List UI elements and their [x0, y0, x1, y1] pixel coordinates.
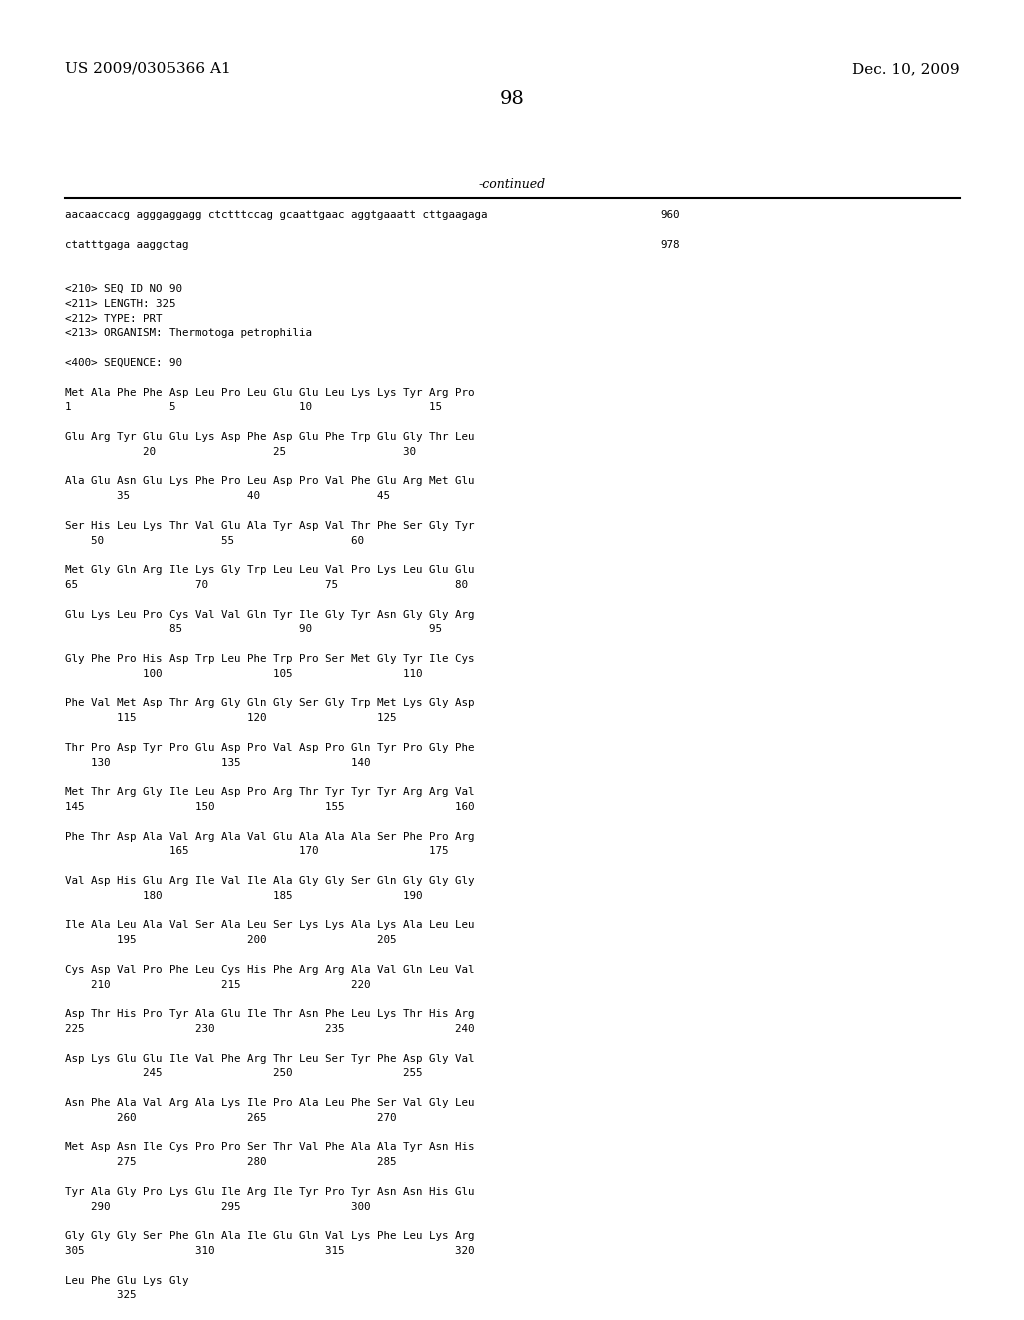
- Text: Met Asp Asn Ile Cys Pro Pro Ser Thr Val Phe Ala Ala Tyr Asn His: Met Asp Asn Ile Cys Pro Pro Ser Thr Val …: [65, 1142, 474, 1152]
- Text: 1               5                   10                  15: 1 5 10 15: [65, 403, 442, 412]
- Text: 225                 230                 235                 240: 225 230 235 240: [65, 1024, 474, 1034]
- Text: Met Gly Gln Arg Ile Lys Gly Trp Leu Leu Val Pro Lys Leu Glu Glu: Met Gly Gln Arg Ile Lys Gly Trp Leu Leu …: [65, 565, 474, 576]
- Text: Met Thr Arg Gly Ile Leu Asp Pro Arg Thr Tyr Tyr Tyr Arg Arg Val: Met Thr Arg Gly Ile Leu Asp Pro Arg Thr …: [65, 787, 474, 797]
- Text: aacaaccacg agggaggagg ctctttccag gcaattgaac aggtgaaatt cttgaagaga: aacaaccacg agggaggagg ctctttccag gcaattg…: [65, 210, 487, 220]
- Text: 20                  25                  30: 20 25 30: [65, 446, 416, 457]
- Text: 960: 960: [660, 210, 680, 220]
- Text: Asp Thr His Pro Tyr Ala Glu Ile Thr Asn Phe Leu Lys Thr His Arg: Asp Thr His Pro Tyr Ala Glu Ile Thr Asn …: [65, 1010, 474, 1019]
- Text: 145                 150                 155                 160: 145 150 155 160: [65, 803, 474, 812]
- Text: Glu Lys Leu Pro Cys Val Val Gln Tyr Ile Gly Tyr Asn Gly Gly Arg: Glu Lys Leu Pro Cys Val Val Gln Tyr Ile …: [65, 610, 474, 619]
- Text: 65                  70                  75                  80: 65 70 75 80: [65, 579, 468, 590]
- Text: US 2009/0305366 A1: US 2009/0305366 A1: [65, 62, 230, 77]
- Text: Tyr Ala Gly Pro Lys Glu Ile Arg Ile Tyr Pro Tyr Asn Asn His Glu: Tyr Ala Gly Pro Lys Glu Ile Arg Ile Tyr …: [65, 1187, 474, 1197]
- Text: 50                  55                  60: 50 55 60: [65, 536, 364, 545]
- Text: Val Asp His Glu Arg Ile Val Ile Ala Gly Gly Ser Gln Gly Gly Gly: Val Asp His Glu Arg Ile Val Ile Ala Gly …: [65, 876, 474, 886]
- Text: Asp Lys Glu Glu Ile Val Phe Arg Thr Leu Ser Tyr Phe Asp Gly Val: Asp Lys Glu Glu Ile Val Phe Arg Thr Leu …: [65, 1053, 474, 1064]
- Text: <211> LENGTH: 325: <211> LENGTH: 325: [65, 298, 175, 309]
- Text: 305                 310                 315                 320: 305 310 315 320: [65, 1246, 474, 1257]
- Text: 35                  40                  45: 35 40 45: [65, 491, 390, 502]
- Text: 290                 295                 300: 290 295 300: [65, 1201, 371, 1212]
- Text: 165                 170                 175: 165 170 175: [65, 846, 449, 857]
- Text: Asn Phe Ala Val Arg Ala Lys Ile Pro Ala Leu Phe Ser Val Gly Leu: Asn Phe Ala Val Arg Ala Lys Ile Pro Ala …: [65, 1098, 474, 1107]
- Text: ctatttgaga aaggctag: ctatttgaga aaggctag: [65, 240, 188, 249]
- Text: 210                 215                 220: 210 215 220: [65, 979, 371, 990]
- Text: 98: 98: [500, 90, 524, 108]
- Text: Ser His Leu Lys Thr Val Glu Ala Tyr Asp Val Thr Phe Ser Gly Tyr: Ser His Leu Lys Thr Val Glu Ala Tyr Asp …: [65, 521, 474, 531]
- Text: Leu Phe Glu Lys Gly: Leu Phe Glu Lys Gly: [65, 1275, 188, 1286]
- Text: -continued: -continued: [478, 178, 546, 191]
- Text: Phe Thr Asp Ala Val Arg Ala Val Glu Ala Ala Ala Ser Phe Pro Arg: Phe Thr Asp Ala Val Arg Ala Val Glu Ala …: [65, 832, 474, 842]
- Text: Phe Val Met Asp Thr Arg Gly Gln Gly Ser Gly Trp Met Lys Gly Asp: Phe Val Met Asp Thr Arg Gly Gln Gly Ser …: [65, 698, 474, 709]
- Text: Gly Phe Pro His Asp Trp Leu Phe Trp Pro Ser Met Gly Tyr Ile Cys: Gly Phe Pro His Asp Trp Leu Phe Trp Pro …: [65, 653, 474, 664]
- Text: 325: 325: [65, 1291, 136, 1300]
- Text: Ile Ala Leu Ala Val Ser Ala Leu Ser Lys Lys Ala Lys Ala Leu Leu: Ile Ala Leu Ala Val Ser Ala Leu Ser Lys …: [65, 920, 474, 931]
- Text: <400> SEQUENCE: 90: <400> SEQUENCE: 90: [65, 358, 182, 368]
- Text: Met Ala Phe Phe Asp Leu Pro Leu Glu Glu Leu Lys Lys Tyr Arg Pro: Met Ala Phe Phe Asp Leu Pro Leu Glu Glu …: [65, 388, 474, 397]
- Text: Thr Pro Asp Tyr Pro Glu Asp Pro Val Asp Pro Gln Tyr Pro Gly Phe: Thr Pro Asp Tyr Pro Glu Asp Pro Val Asp …: [65, 743, 474, 752]
- Text: 978: 978: [660, 240, 680, 249]
- Text: 275                 280                 285: 275 280 285: [65, 1158, 396, 1167]
- Text: Ala Glu Asn Glu Lys Phe Pro Leu Asp Pro Val Phe Glu Arg Met Glu: Ala Glu Asn Glu Lys Phe Pro Leu Asp Pro …: [65, 477, 474, 486]
- Text: <212> TYPE: PRT: <212> TYPE: PRT: [65, 314, 163, 323]
- Text: 115                 120                 125: 115 120 125: [65, 713, 396, 723]
- Text: <210> SEQ ID NO 90: <210> SEQ ID NO 90: [65, 284, 182, 294]
- Text: Glu Arg Tyr Glu Glu Lys Asp Phe Asp Glu Phe Trp Glu Gly Thr Leu: Glu Arg Tyr Glu Glu Lys Asp Phe Asp Glu …: [65, 432, 474, 442]
- Text: 100                 105                 110: 100 105 110: [65, 669, 423, 678]
- Text: Cys Asp Val Pro Phe Leu Cys His Phe Arg Arg Ala Val Gln Leu Val: Cys Asp Val Pro Phe Leu Cys His Phe Arg …: [65, 965, 474, 974]
- Text: Dec. 10, 2009: Dec. 10, 2009: [852, 62, 961, 77]
- Text: 260                 265                 270: 260 265 270: [65, 1113, 396, 1123]
- Text: 195                 200                 205: 195 200 205: [65, 935, 396, 945]
- Text: 245                 250                 255: 245 250 255: [65, 1068, 423, 1078]
- Text: Gly Gly Gly Ser Phe Gln Ala Ile Glu Gln Val Lys Phe Leu Lys Arg: Gly Gly Gly Ser Phe Gln Ala Ile Glu Gln …: [65, 1232, 474, 1241]
- Text: <213> ORGANISM: Thermotoga petrophilia: <213> ORGANISM: Thermotoga petrophilia: [65, 329, 312, 338]
- Text: 180                 185                 190: 180 185 190: [65, 891, 423, 900]
- Text: 130                 135                 140: 130 135 140: [65, 758, 371, 768]
- Text: 85                  90                  95: 85 90 95: [65, 624, 442, 635]
